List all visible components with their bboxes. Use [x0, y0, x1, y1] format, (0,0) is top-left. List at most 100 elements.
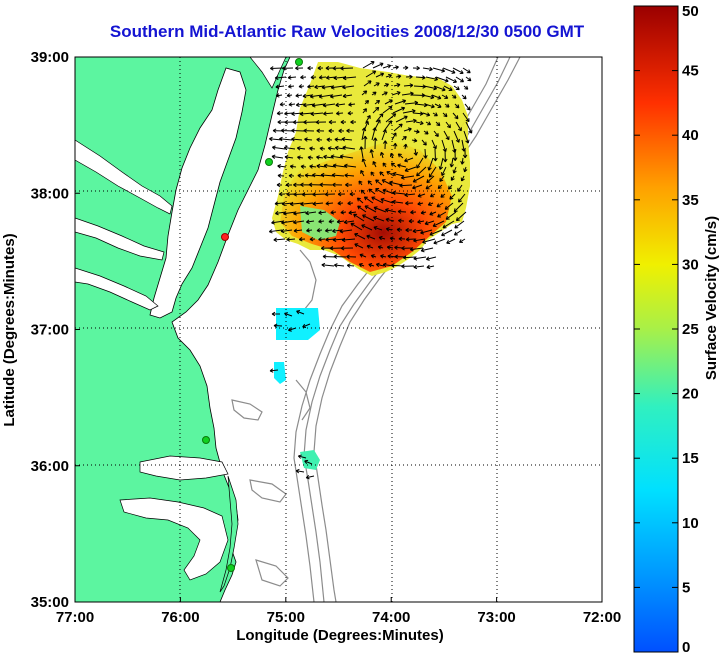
velocity-arrow	[340, 119, 347, 125]
velocity-arrow	[412, 111, 424, 116]
velocity-arrow	[434, 103, 442, 108]
velocity-arrow	[270, 66, 284, 71]
velocity-arrow	[333, 254, 347, 259]
velocity-arrow	[458, 193, 466, 203]
velocity-arrow	[318, 210, 327, 215]
velocity-arrow	[357, 205, 367, 213]
velocity-arrow	[329, 246, 344, 251]
outer-banks	[219, 475, 239, 593]
velocity-arrow	[286, 237, 296, 242]
velocity-arrow	[396, 227, 403, 232]
velocity-arrow	[449, 157, 455, 168]
velocity-arrow	[283, 211, 297, 216]
station-markers	[202, 58, 303, 572]
velocity-arrow	[365, 115, 371, 123]
velocity-arrow	[452, 166, 457, 174]
velocity-arrow	[338, 128, 345, 134]
velocity-arrow	[359, 253, 367, 258]
velocity-arrow	[361, 90, 368, 96]
velocity-arrow	[300, 201, 314, 207]
velocity-arrow	[373, 137, 378, 150]
velocity-arrow	[385, 113, 397, 123]
colorbar-tick-label: 0	[682, 639, 690, 656]
velocity-arrow	[339, 229, 353, 234]
velocity-arrow	[330, 210, 337, 215]
velocity-arrow	[323, 154, 334, 160]
velocity-arrow	[303, 128, 315, 133]
velocity-arrow	[337, 191, 346, 197]
station-marker	[265, 158, 273, 166]
velocity-arrow	[440, 193, 446, 198]
velocity-arrow	[413, 148, 418, 156]
velocity-arrow	[426, 264, 435, 270]
velocity-arrow	[274, 201, 284, 206]
velocity-arrow	[455, 76, 465, 83]
velocity-arrow	[342, 85, 355, 90]
velocity-arrow	[377, 245, 384, 250]
velocity-arrow	[277, 119, 287, 125]
velocity-arrow	[317, 65, 324, 71]
velocity-arrow	[432, 220, 445, 228]
velocity-arrow	[333, 263, 345, 268]
velocity-arrow	[423, 148, 428, 159]
velocity-arrow	[336, 219, 345, 224]
velocity-arrow	[379, 151, 385, 159]
velocity-arrow	[432, 112, 438, 117]
velocity-arrow	[370, 254, 377, 259]
velocity-arrow	[444, 202, 454, 210]
velocity-arrow	[330, 154, 344, 159]
velocity-arrow	[271, 154, 284, 159]
velocity-arrow	[461, 94, 467, 100]
velocity-arrow	[340, 66, 354, 71]
velocity-arrow	[422, 112, 431, 117]
velocity-arrow	[312, 201, 324, 206]
velocity-arrow	[356, 197, 364, 204]
velocity-arrow	[324, 192, 336, 197]
velocity-arrow	[392, 199, 404, 205]
velocity-arrow	[383, 83, 390, 88]
velocity-arrow	[319, 146, 326, 151]
velocity-arrow	[441, 229, 453, 237]
velocity-arrow	[427, 157, 434, 171]
velocity-arrow	[342, 75, 357, 81]
velocity-arrow	[445, 76, 457, 83]
velocity-arrow	[385, 217, 395, 222]
velocity-arrows	[268, 61, 473, 480]
velocity-arrow	[368, 263, 375, 268]
velocity-arrow	[331, 172, 345, 178]
velocity-arrow	[309, 146, 316, 151]
velocity-arrow	[378, 235, 386, 241]
velocity-arrow	[348, 210, 357, 215]
velocity-arrow	[392, 65, 399, 70]
velocity-arrow	[335, 111, 344, 116]
potomac-river	[75, 139, 173, 215]
velocity-arrow	[311, 103, 326, 108]
velocity-arrow	[319, 182, 333, 187]
velocity-arrow	[328, 219, 335, 224]
velocity-arrow	[443, 85, 453, 92]
velocity-arrow	[295, 468, 305, 474]
velocity-arrow	[297, 155, 304, 160]
velocity-arrow	[346, 128, 355, 134]
velocity-arrow	[364, 99, 370, 105]
velocity-arrow	[372, 161, 377, 168]
velocity-arrow	[310, 111, 324, 117]
velocity-arrow	[397, 218, 405, 223]
velocity-arrow	[454, 220, 465, 229]
velocity-arrow	[412, 175, 425, 183]
velocity-arrow	[295, 102, 306, 108]
james-river	[75, 267, 159, 311]
velocity-arrow	[306, 219, 315, 224]
velocity-arrow	[375, 179, 383, 186]
velocity-arrow	[410, 210, 417, 215]
velocity-arrow	[309, 236, 316, 242]
velocity-arrow	[286, 93, 293, 98]
y-tick-label: 37:00	[31, 322, 69, 339]
velocity-arrow	[390, 153, 395, 159]
velocity-arrow	[400, 175, 415, 180]
velocity-arrow	[318, 237, 326, 242]
velocity-arrow	[453, 229, 463, 236]
velocity-arrow	[442, 112, 448, 118]
velocity-arrow	[271, 311, 280, 317]
velocity-arrow	[439, 175, 445, 182]
